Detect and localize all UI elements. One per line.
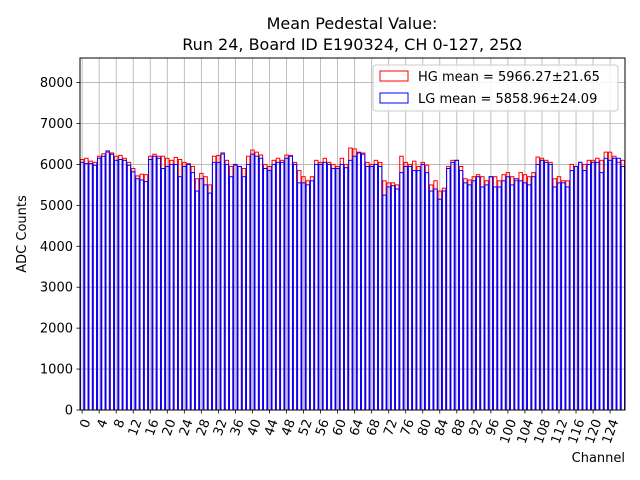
x-tick-label-32: 32 xyxy=(211,417,231,438)
x-tick-label-52: 52 xyxy=(296,417,316,438)
y-tick-label-2000: 2000 xyxy=(40,322,73,337)
x-tick-label-96: 96 xyxy=(483,417,503,438)
x-tick-label-92: 92 xyxy=(466,417,486,438)
y-tick-label-1000: 1000 xyxy=(40,363,73,378)
y-tick-label-8000: 8000 xyxy=(40,76,73,91)
x-tick-label-12: 12 xyxy=(126,417,146,438)
grid-lines xyxy=(80,58,625,411)
y-tick-label-4000: 4000 xyxy=(40,240,73,255)
legend-frame xyxy=(372,64,619,112)
x-tick-label-40: 40 xyxy=(245,417,265,438)
y-tick-label-3000: 3000 xyxy=(40,281,73,296)
x-axis-label: Channel xyxy=(572,451,625,466)
chart-title-line2: Run 24, Board ID E190324, CH 0-127, 25Ω xyxy=(182,35,521,54)
x-tick-label-64: 64 xyxy=(347,417,367,438)
x-tick-label-36: 36 xyxy=(228,417,248,438)
y-axis: 0 1000 2000 3000 4000 5000 6000 7000 8000 xyxy=(40,76,80,419)
x-tick-label-76: 76 xyxy=(398,417,418,438)
legend-swatch-hg xyxy=(379,70,409,82)
x-tick-label-72: 72 xyxy=(381,417,401,438)
y-tick-label-5000: 5000 xyxy=(40,199,73,214)
x-tick-label-60: 60 xyxy=(330,417,350,438)
legend: HG mean = 5966.27±21.65 LG mean = 5858.9… xyxy=(372,64,619,112)
x-tick-label-88: 88 xyxy=(449,417,469,438)
y-tick-label-6000: 6000 xyxy=(40,158,73,173)
legend-label-lg: LG mean = 5858.96±24.09 xyxy=(418,92,597,107)
x-tick-label-56: 56 xyxy=(313,417,333,438)
chart-title-line1: Mean Pedestal Value: xyxy=(267,14,438,33)
x-tick-label-24: 24 xyxy=(177,417,197,438)
x-tick-label-68: 68 xyxy=(364,417,384,438)
x-tick-label-44: 44 xyxy=(262,417,282,438)
x-tick-label-84: 84 xyxy=(432,417,452,438)
legend-label-hg: HG mean = 5966.27±21.65 xyxy=(418,70,600,85)
legend-swatch-lg xyxy=(379,92,409,104)
x-tick-label-28: 28 xyxy=(194,417,214,438)
x-tick-label-48: 48 xyxy=(279,417,299,438)
y-axis-label: ADC Counts xyxy=(15,195,30,273)
x-tick-label-80: 80 xyxy=(415,417,435,438)
y-tick-label-7000: 7000 xyxy=(40,117,73,132)
x-tick-label-20: 20 xyxy=(160,417,180,438)
y-tick-label-0: 0 xyxy=(65,404,73,419)
x-tick-label-16: 16 xyxy=(143,417,163,438)
plot-frame xyxy=(79,57,626,411)
